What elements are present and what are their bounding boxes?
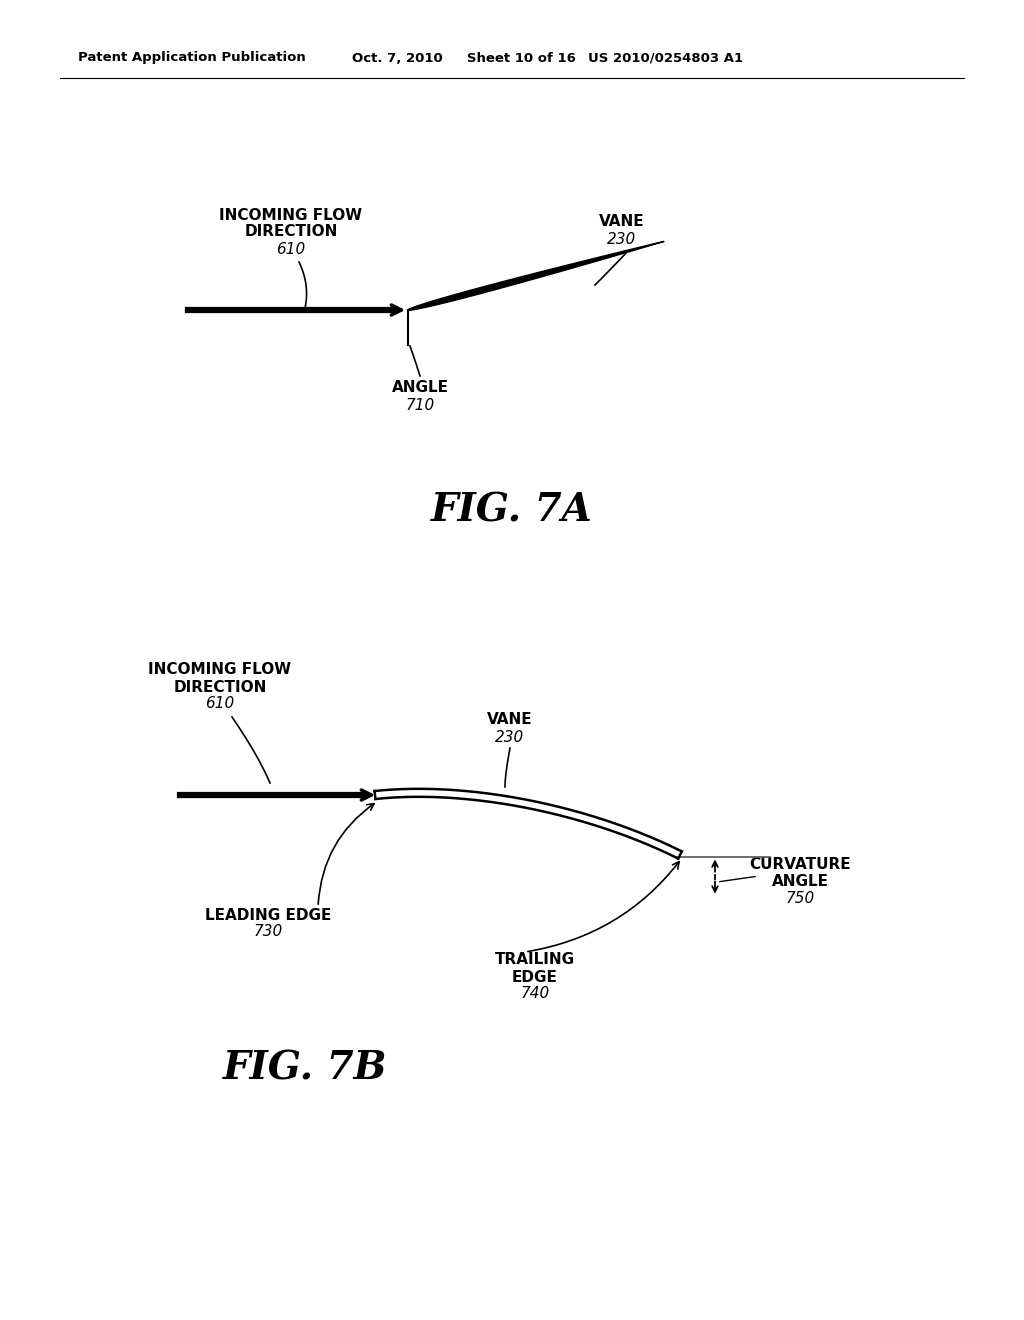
Text: Oct. 7, 2010: Oct. 7, 2010	[352, 51, 442, 65]
Text: 710: 710	[406, 397, 434, 412]
Text: ANGLE: ANGLE	[771, 874, 828, 890]
Text: INCOMING FLOW: INCOMING FLOW	[219, 207, 362, 223]
Text: US 2010/0254803 A1: US 2010/0254803 A1	[588, 51, 743, 65]
Text: 230: 230	[607, 231, 637, 247]
Text: INCOMING FLOW: INCOMING FLOW	[148, 663, 292, 677]
Text: Sheet 10 of 16: Sheet 10 of 16	[453, 51, 575, 65]
Text: 230: 230	[496, 730, 524, 744]
Text: 610: 610	[276, 242, 305, 256]
Text: Patent Application Publication: Patent Application Publication	[78, 51, 306, 65]
Polygon shape	[408, 242, 664, 310]
Text: FIG. 7B: FIG. 7B	[223, 1049, 387, 1086]
Text: 610: 610	[206, 697, 234, 711]
Text: 730: 730	[253, 924, 283, 940]
Text: CURVATURE: CURVATURE	[750, 857, 851, 873]
Text: EDGE: EDGE	[512, 969, 558, 985]
Text: 740: 740	[520, 986, 550, 1002]
Text: LEADING EDGE: LEADING EDGE	[205, 908, 331, 923]
Text: DIRECTION: DIRECTION	[245, 224, 338, 239]
Text: VANE: VANE	[487, 713, 532, 727]
Text: ANGLE: ANGLE	[391, 380, 449, 396]
Text: DIRECTION: DIRECTION	[173, 680, 266, 694]
Text: FIG. 7A: FIG. 7A	[431, 491, 593, 529]
Text: TRAILING: TRAILING	[495, 953, 575, 968]
Text: VANE: VANE	[599, 214, 645, 230]
Text: 750: 750	[785, 891, 815, 906]
